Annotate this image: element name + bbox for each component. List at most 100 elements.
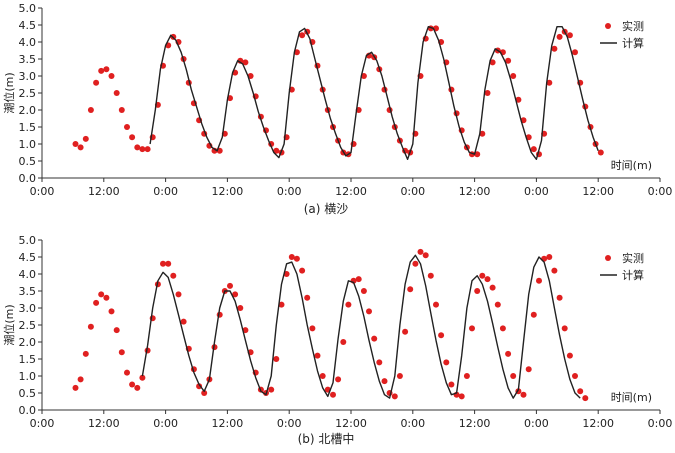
data-point-measured [129, 381, 136, 388]
data-point-measured [216, 311, 223, 318]
data-point-measured [443, 359, 450, 366]
x-tick-label: 12:00 [459, 185, 491, 198]
data-point-measured [448, 381, 455, 388]
data-point-measured [196, 383, 203, 390]
data-point-measured [577, 388, 584, 395]
data-point-measured [505, 350, 512, 357]
y-tick-label: 1.5 [19, 121, 37, 134]
data-point-measured [237, 305, 244, 311]
x-tick-label: 0:00 [30, 417, 55, 430]
data-point-measured [227, 282, 233, 289]
y-tick-label: 1.0 [19, 370, 37, 383]
data-point-measured [355, 276, 362, 283]
data-point-measured [566, 352, 573, 359]
data-point-measured [345, 301, 352, 308]
data-point-measured [93, 299, 100, 306]
data-point-measured [556, 33, 563, 40]
data-point-measured [458, 393, 465, 400]
data-point-measured [175, 291, 182, 298]
data-point-measured [139, 374, 146, 381]
x-tick-label: 12:00 [88, 417, 120, 430]
data-point-measured [479, 272, 486, 279]
data-point-measured [489, 284, 496, 291]
x-tick-label: 12:00 [582, 185, 614, 198]
y-tick-label: 4.5 [19, 19, 37, 32]
data-point-measured [160, 260, 166, 267]
legend-label-measured: 实测 [622, 19, 644, 33]
x-tick-label: 12:00 [335, 185, 367, 198]
legend-label-measured: 实测 [622, 251, 644, 265]
data-point-measured [505, 57, 512, 64]
data-point-measured [484, 90, 491, 96]
data-point-measured [293, 255, 300, 262]
data-point-measured [360, 288, 367, 294]
data-point-measured [113, 90, 120, 96]
data-point-measured [499, 325, 506, 332]
data-point-measured [489, 59, 496, 66]
data-point-measured [144, 146, 151, 153]
y-tick-label: 2.5 [19, 319, 37, 332]
series-line-computed [149, 26, 599, 160]
data-point-measured [561, 325, 568, 332]
data-point-measured [108, 308, 115, 315]
x-tick-label: 12:00 [459, 417, 491, 430]
data-point-measured [510, 373, 517, 379]
data-point-measured [304, 294, 311, 301]
x-tick-label: 0:00 [277, 185, 302, 198]
data-point-measured [510, 73, 517, 79]
x-tick-label: 0:00 [400, 185, 425, 198]
data-point-measured [469, 325, 475, 332]
x-axis-title: 时间(m) [611, 391, 652, 404]
data-point-measured [242, 59, 249, 66]
data-point-measured [139, 146, 146, 153]
data-point-measured [572, 373, 578, 379]
chart-panel-2: 0.0 0.5 1.0 1.5 2.0 2.5 3.0 3.5 4.0 4.5 5.0 0:00 12:… [2, 234, 672, 446]
y-tick-label: 3.5 [19, 53, 37, 66]
data-point-measured [438, 332, 445, 339]
data-point-measured [484, 276, 491, 283]
data-point-measured [72, 141, 79, 147]
y-tick-label: 4.0 [19, 36, 37, 49]
y-axis-title: 潮位(m) [2, 304, 16, 345]
data-point-measured [597, 149, 604, 156]
series-line-computed [141, 254, 581, 399]
data-point-measured [87, 323, 94, 330]
data-point-measured [360, 73, 367, 79]
x-tick-label: 0:00 [524, 185, 549, 198]
data-point-measured [124, 124, 130, 130]
data-point-measured [371, 335, 378, 342]
data-point-measured [546, 254, 553, 260]
y-tick-label: 0.0 [19, 172, 37, 185]
data-point-measured [77, 376, 84, 383]
data-point-measured [520, 391, 527, 398]
y-tick-label: 1.5 [19, 353, 37, 366]
data-point-measured [134, 144, 141, 151]
data-point-measured [335, 376, 342, 383]
data-point-measured [551, 45, 558, 52]
data-point-measured [309, 325, 316, 332]
y-tick-label: 3.5 [19, 285, 37, 298]
x-tick-label: 12:00 [335, 417, 367, 430]
data-point-measured [381, 378, 388, 385]
data-point-measured [273, 147, 280, 154]
x-tick-label: 12:00 [212, 417, 244, 430]
data-point-measured [556, 294, 563, 301]
x-tick-label: 0:00 [30, 185, 55, 198]
data-point-measured [232, 291, 239, 298]
data-point-measured [366, 308, 372, 315]
y-tick-label: 3.0 [19, 70, 37, 83]
panel-caption: (b) 北槽中 [298, 431, 355, 446]
data-point-measured [376, 359, 383, 366]
legend-label-computed: 计算 [622, 268, 644, 282]
data-point-measured [165, 260, 172, 267]
data-point-measured [319, 373, 326, 379]
x-tick-label: 0:00 [277, 417, 302, 430]
data-point-measured [402, 328, 409, 335]
data-point-measured [422, 252, 429, 259]
y-tick-label: 5.0 [19, 234, 37, 247]
y-tick-label: 5.0 [19, 2, 37, 15]
data-point-measured [433, 301, 439, 308]
data-point-measured [108, 73, 115, 79]
data-point-measured [129, 134, 136, 141]
data-point-measured [98, 67, 105, 74]
